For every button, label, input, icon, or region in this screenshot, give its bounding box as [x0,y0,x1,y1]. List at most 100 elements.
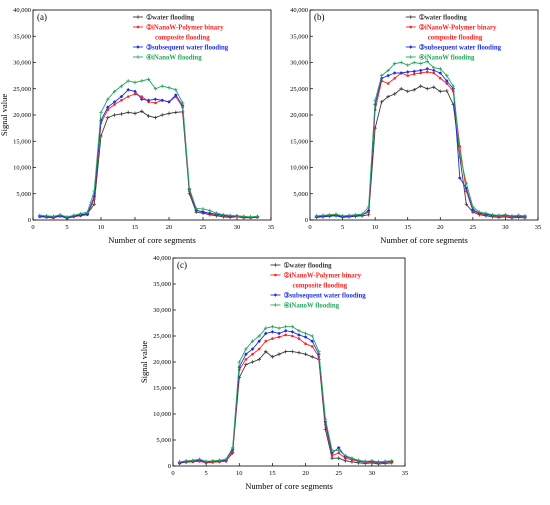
y-tick-label: 10,000 [13,165,31,172]
data-point [497,213,501,218]
legend-marker [273,303,278,307]
data-point [330,448,334,453]
legend-label: ③subsequent water flooding [283,292,366,300]
data-point [264,331,268,336]
data-point [38,213,42,218]
data-point [425,86,430,91]
legend-marker [273,293,278,297]
data-point [438,76,442,80]
data-point [464,202,469,207]
series-2 [38,92,259,220]
data-point [291,334,294,338]
legend-entry-4: ④iNanoW flooding [270,302,340,310]
data-point [323,420,328,424]
data-point [445,73,449,78]
legend-entry-3: ③subsequent water flooding [132,44,229,52]
data-point [340,214,345,218]
series-3 [314,67,527,219]
data-point [379,100,384,104]
data-point [458,152,462,157]
legend-marker [408,55,413,59]
data-point [277,335,281,339]
data-point [99,118,103,123]
data-point [197,457,202,462]
legend-entry-1: ①water flooding [405,14,467,22]
data-point [376,460,381,464]
legend-marker [408,15,413,19]
data-point [327,212,332,217]
plot-frame [309,9,539,221]
data-point [113,103,116,106]
data-point [438,89,443,94]
data-point [464,181,469,186]
data-point [250,360,255,364]
data-point [191,458,195,463]
data-point [167,85,171,90]
data-point [271,337,274,340]
data-point [99,110,103,115]
data-point [133,89,137,94]
data-point [445,89,449,93]
x-tick-label: 5 [341,224,344,231]
plot-frame [32,9,272,221]
panel-label: (a) [37,12,47,22]
data-point [412,69,417,74]
y-tick-label: 5,000 [156,437,171,444]
y-axis-label: Signal value [0,94,9,136]
series-4 [314,59,527,218]
data-point [244,347,248,351]
series-2 [315,70,527,219]
y-tick-label: 0 [305,217,308,224]
x-tick-label: 30 [502,224,509,231]
series-line [316,85,526,219]
data-point [304,342,307,346]
data-point [283,349,288,354]
y-tick-label: 10,000 [290,165,308,172]
legend-entry-2: ②iNanoW-Polymer binary composite flooding [405,24,497,42]
data-point [133,80,137,85]
data-point [120,99,123,102]
data-point [297,333,301,337]
legend-marker [136,55,140,59]
data-point [516,213,521,218]
legend-marker [409,25,413,29]
data-point [270,324,275,329]
chart-panel-3: 0 5 10 15 20 25 30 35 0 5,000 10,000 15,000 20,000 25… [139,255,408,491]
data-point [201,210,205,214]
x-tick-label: 25 [200,224,207,231]
data-point [484,211,488,215]
y-tick-label: 40,000 [153,255,171,262]
data-point [257,339,261,343]
legend-label: ③subsequent water flooding [419,44,502,52]
data-point [310,334,314,338]
data-point [405,63,410,67]
data-point [106,105,110,109]
data-point [370,459,374,463]
data-point [167,111,171,116]
data-point [347,213,351,218]
x-tick-label: 0 [31,224,34,231]
legend-entry-3: ③subsequent water flooding [405,44,502,52]
data-point [392,61,397,66]
series-line [39,93,258,219]
data-point [438,71,443,75]
data-point [445,79,449,83]
y-tick-label: 35,000 [153,281,171,288]
data-point [187,186,192,191]
data-point [373,98,377,103]
data-point [330,451,334,455]
data-point [412,60,417,65]
legend-label: ①water flooding [146,14,195,22]
series-line [39,110,258,219]
data-point [85,210,90,214]
data-point [106,115,110,120]
data-point [235,214,239,218]
legend-entry-4: ④iNanoW flooding [132,54,202,62]
legend-label: ②iNanoW-Polymer binary [419,24,497,32]
legend-label: ②iNanoW-Polymer binary [146,24,224,32]
data-point [425,70,429,74]
legend-label: ④iNanoW flooding [283,302,339,310]
data-point [445,82,449,85]
legend-label-line2: composite flooding [155,35,210,42]
data-point [419,71,423,75]
